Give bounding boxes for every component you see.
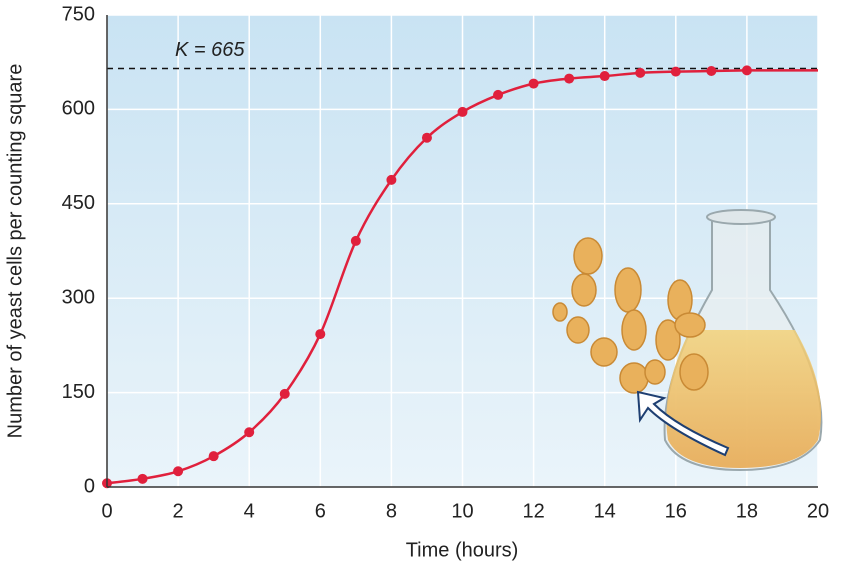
- x-axis-title: Time (hours): [406, 539, 519, 561]
- annotation-label: K = 665: [175, 39, 245, 61]
- y-axis-title: Number of yeast cells per counting squar…: [4, 64, 26, 439]
- x-tick-label: 14: [594, 500, 616, 522]
- data-point: [599, 71, 610, 82]
- data-point: [741, 65, 752, 76]
- x-tick-label: 12: [522, 500, 544, 522]
- y-tick-label: 0: [84, 475, 95, 497]
- flask-liquid: [666, 330, 822, 468]
- data-point: [173, 466, 184, 477]
- x-tick-label: 20: [807, 500, 829, 522]
- x-tick-label: 0: [101, 500, 112, 522]
- data-point: [670, 66, 681, 77]
- x-tick-label: 6: [315, 500, 326, 522]
- data-point: [493, 89, 504, 100]
- y-tick-label: 450: [62, 192, 95, 214]
- data-point: [528, 78, 539, 89]
- data-point: [457, 106, 468, 117]
- arrow: [636, 390, 730, 457]
- data-point: [350, 235, 361, 246]
- plot: K = 665: [102, 39, 818, 489]
- x-tick-label: 4: [244, 500, 255, 522]
- x-tick-label: 18: [736, 500, 758, 522]
- data-point: [421, 132, 432, 143]
- yeast-cells: [552, 237, 709, 394]
- data-point: [315, 329, 326, 340]
- data-point: [244, 427, 255, 438]
- data-point: [386, 174, 397, 185]
- y-tick-label: 600: [62, 98, 95, 120]
- y-tick-label: 750: [62, 3, 95, 25]
- data-point: [279, 388, 290, 399]
- flask-rim: [706, 209, 776, 225]
- x-tick-label: 10: [451, 500, 473, 522]
- x-tick-label: 8: [386, 500, 397, 522]
- data-point: [706, 66, 717, 77]
- data-point: [635, 67, 646, 78]
- x-tick-label: 2: [173, 500, 184, 522]
- y-tick-label: 150: [62, 381, 95, 403]
- grid: [106, 14, 819, 488]
- x-tick-label: 16: [665, 500, 687, 522]
- data-point: [208, 451, 219, 462]
- illustration: [552, 209, 823, 472]
- data-point: [564, 73, 575, 84]
- data-point: [137, 473, 148, 484]
- y-tick-label: 300: [62, 286, 95, 308]
